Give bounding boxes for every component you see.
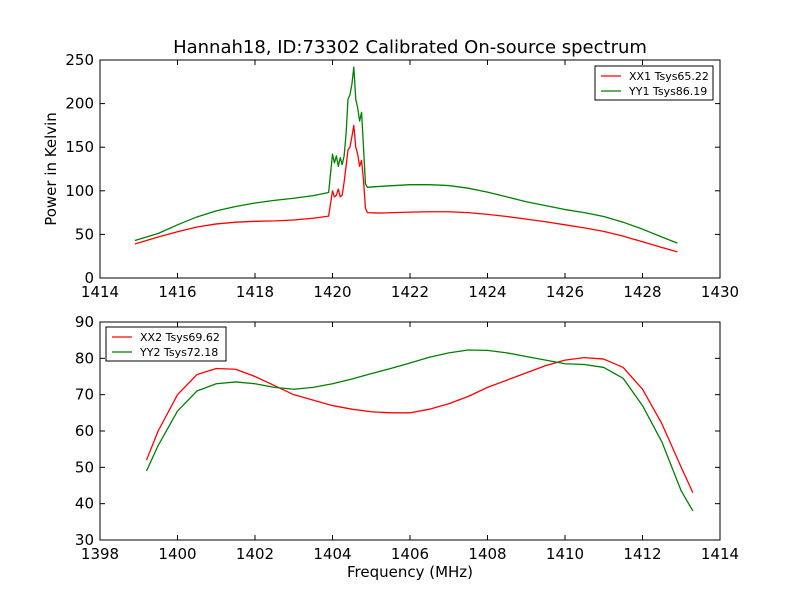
chart-title: Hannah18, ID:73302 Calibrated On-source … bbox=[173, 37, 647, 58]
x-tick-label: 1422 bbox=[391, 283, 429, 301]
y-tick-label: 200 bbox=[65, 95, 94, 113]
legend-box bbox=[105, 326, 227, 362]
x-tick-label: 1426 bbox=[546, 283, 584, 301]
x-tick-label: 1402 bbox=[236, 545, 274, 563]
legend-label: XX2 Tsys69.62 bbox=[140, 331, 220, 344]
x-tick-label: 1400 bbox=[158, 545, 196, 563]
x-tick-label: 1408 bbox=[468, 545, 506, 563]
legend-label: YY1 Tsys86.19 bbox=[628, 85, 707, 98]
legend-box bbox=[594, 65, 714, 101]
x-tick-label: 1414 bbox=[701, 545, 739, 563]
bottom-panel: 1398 1400 1402 1404 1406 1408 1410 1412 1414 30 40… bbox=[75, 313, 739, 563]
legend-label: XX1 Tsys65.22 bbox=[629, 70, 709, 83]
y-tick-label: 50 bbox=[75, 225, 94, 243]
y-tick-label: 150 bbox=[65, 138, 94, 156]
x-tick-label: 1414 bbox=[81, 283, 119, 301]
y-tick-label: 40 bbox=[75, 495, 94, 513]
y-tick-label: 50 bbox=[75, 458, 94, 476]
y-tick-label: 70 bbox=[75, 386, 94, 404]
y-tick-label: 80 bbox=[75, 349, 94, 367]
y-tick-label: 100 bbox=[65, 182, 94, 200]
y-tick-label: 0 bbox=[84, 269, 94, 287]
series-line-2 bbox=[145, 349, 694, 512]
x-tick-label: 1416 bbox=[158, 283, 196, 301]
y-tick-label: 250 bbox=[65, 51, 94, 69]
x-axis-label: Frequency (MHz) bbox=[347, 563, 473, 581]
x-tick-label: 1398 bbox=[81, 545, 119, 563]
y-tick-label: 90 bbox=[75, 313, 94, 331]
x-tick-label: 1418 bbox=[236, 283, 274, 301]
x-tick-label: 1404 bbox=[313, 545, 351, 563]
series-line-1 bbox=[134, 124, 678, 253]
y-tick-label: 30 bbox=[75, 531, 94, 549]
legend: XX2 Tsys69.62 YY2 Tsys72.18 bbox=[105, 326, 227, 362]
x-tick-label: 1412 bbox=[623, 545, 661, 563]
legend: XX1 Tsys65.22 YY1 Tsys86.19 bbox=[594, 65, 714, 101]
x-tick-label: 1430 bbox=[701, 283, 739, 301]
x-tick-label: 1420 bbox=[313, 283, 351, 301]
x-tick-label: 1424 bbox=[468, 283, 506, 301]
series-line-2 bbox=[134, 66, 678, 244]
x-tick-label: 1428 bbox=[623, 283, 661, 301]
x-tick-label: 1410 bbox=[546, 545, 584, 563]
series-line-1 bbox=[145, 356, 694, 494]
x-tick-label: 1406 bbox=[391, 545, 429, 563]
y-axis-label: Power in Kelvin bbox=[42, 112, 60, 226]
y-tick-label: 60 bbox=[75, 422, 94, 440]
legend-label: YY2 Tsys72.18 bbox=[139, 346, 218, 359]
top-panel: 1414 1416 1418 1420 1422 1424 1426 1428 1430 0 50 1… bbox=[65, 51, 739, 301]
